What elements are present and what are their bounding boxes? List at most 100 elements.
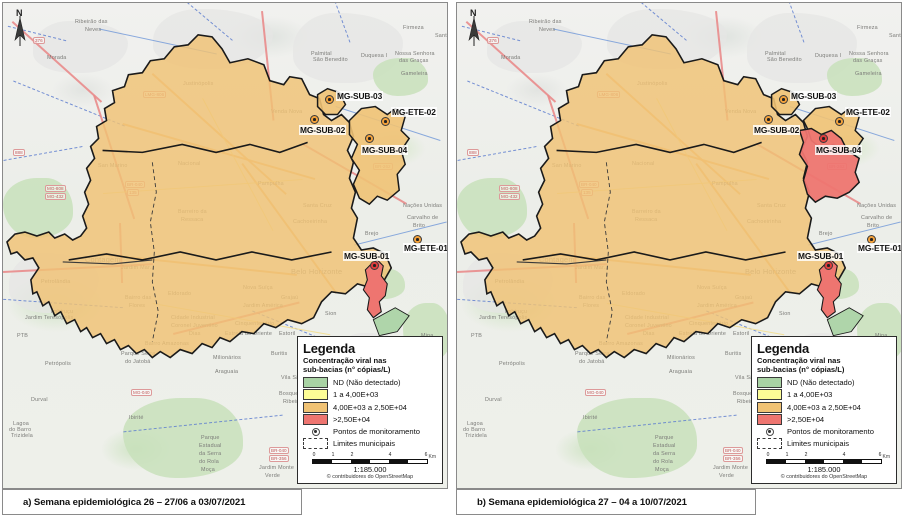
point-label-mg-ete-02: MG-ETE-02 [391,107,437,117]
basin-mg-sub-01-a [362,259,388,319]
north-label: N [16,8,23,18]
legend-swatch-mid [303,401,328,413]
panel-caption-b: b) Semana epidemiológica 27 – 04 a 10/07… [456,489,756,515]
point-label-mg-sub-01: MG-SUB-01 [343,251,391,261]
legend-a: Legenda Concentração viral nas sub-bacia… [297,335,443,484]
legend-swatch-low [303,389,328,400]
legend-title: Legenda [303,340,356,356]
scale-ratio: 1:185.000 [353,465,387,474]
monitoring-point-icon [303,427,328,436]
scale-tick-0: 0 [766,452,770,458]
basin-mg-sub-01-b [816,259,842,319]
basin-main-a [6,34,393,359]
monitoring-point-mg-sub-01[interactable] [824,261,833,270]
legend-class-high: >2,50E+04 [303,414,437,425]
legend-points: Pontos de monitoramento [303,427,437,436]
map-canvas-b[interactable]: Ribeirão das Neves Morada San Marino Jus… [456,2,902,489]
legend-class-high: >2,50E+04 [757,414,891,425]
scale-ratio: 1:185.000 [807,465,841,474]
legend-label-mid: 4,00E+03 a 2,50E+04 [333,402,407,412]
monitoring-point-mg-ete-02[interactable] [835,117,844,126]
legend-b: Legenda Concentração viral nas sub-bacia… [751,335,897,484]
point-label-mg-sub-02: MG-SUB-02 [299,125,347,135]
legend-swatch-nd [757,376,782,388]
monitoring-point-mg-ete-02[interactable] [381,117,390,126]
monitoring-point-mg-sub-02[interactable] [764,115,773,124]
scale-tick-2: 2 [350,452,354,458]
scale-unit: Km [428,454,437,460]
point-label-mg-sub-04: MG-SUB-04 [361,145,409,155]
legend-class-low: 1 a 4,00E+03 [757,389,891,400]
north-arrow-a: N [9,8,31,48]
legend-label-mid: 4,00E+03 a 2,50E+04 [787,402,861,412]
scale-tick-1: 1 [785,452,789,458]
legend-label-high: >2,50E+04 [333,415,371,424]
point-label-mg-sub-03: MG-SUB-03 [336,91,384,101]
monitoring-point-mg-sub-01[interactable] [370,261,379,270]
legend-class-low: 1 a 4,00E+03 [303,389,437,400]
legend-swatch-mid [757,401,782,413]
map-attribution: © contribuidores do OpenStreetMap [780,474,868,480]
map-panel-a: Ribeirão das Neves Morada San Marino Jus… [0,0,450,517]
basin-nd-strip-b [826,307,864,337]
point-label-mg-sub-03: MG-SUB-03 [790,91,838,101]
scale-tick-4: 4 [388,452,392,458]
north-arrow-b: N [463,8,485,48]
point-label-mg-ete-02: MG-ETE-02 [845,107,891,117]
legend-points: Pontos de monitoramento [757,427,891,436]
legend-label-municipal: Limites municipais [333,439,396,448]
legend-label-low: 1 a 4,00E+03 [333,390,379,399]
legend-class-nd: ND (Não detectado) [757,376,891,388]
legend-class-nd: ND (Não detectado) [303,376,437,388]
point-label-mg-sub-04: MG-SUB-04 [815,145,863,155]
legend-subtitle-line2: sub-bacias (n° cópias/L) [757,364,845,374]
scale-tick-1: 1 [331,452,335,458]
legend-subtitle-line1: Concentração viral nas [757,355,841,365]
legend-label-high: >2,50E+04 [787,415,825,424]
map-panel-b: Ribeirão das Neves Morada San Marino Jus… [454,0,904,517]
scale-bar-a: 0 1 2 4 6 Km 1:185.000 © contribuidores … [303,452,437,480]
monitoring-point-icon [757,427,782,436]
legend-title: Legenda [757,340,810,356]
scale-tick-4: 4 [842,452,846,458]
map-attribution: © contribuidores do OpenStreetMap [326,474,414,480]
legend-class-mid: 4,00E+03 a 2,50E+04 [757,401,891,413]
point-label-mg-sub-01: MG-SUB-01 [797,251,845,261]
monitoring-point-mg-sub-02[interactable] [310,115,319,124]
legend-municipal: Limites municipais [757,438,891,449]
legend-class-mid: 4,00E+03 a 2,50E+04 [303,401,437,413]
basin-main-b [460,34,847,359]
point-label-mg-ete-01: MG-ETE-01 [403,243,448,253]
scale-bar-b: 0 1 2 4 6 Km 1:185.000 © contribuidores … [757,452,891,480]
panel-caption-a: a) Semana epidemiológica 26 – 27/06 a 03… [2,489,302,515]
sub-basin-polygons-a [3,3,447,488]
legend-subtitle-line2: sub-bacias (n° cópias/L) [303,364,391,374]
basin-nd-strip-a [372,307,410,337]
scale-tick-6: 6 [878,452,882,458]
monitoring-point-mg-sub-03[interactable] [779,95,788,104]
point-label-mg-sub-02: MG-SUB-02 [753,125,801,135]
legend-municipal: Limites municipais [303,438,437,449]
map-canvas-a[interactable]: Ribeirão das Neves Morada San Marino Jus… [2,2,448,489]
legend-label-municipal: Limites municipais [787,439,850,448]
north-label: N [470,8,477,18]
monitoring-point-mg-sub-04[interactable] [819,134,828,143]
legend-swatch-nd [303,376,328,388]
legend-label-points: Pontos de monitoramento [787,427,874,436]
scale-tick-0: 0 [312,452,316,458]
legend-label-nd: ND (Não detectado) [333,377,401,387]
municipal-boundary-icon [303,438,328,449]
municipal-boundary-icon [757,438,782,449]
legend-swatch-high [303,414,328,425]
monitoring-point-mg-sub-03[interactable] [325,95,334,104]
scale-tick-6: 6 [424,452,428,458]
legend-label-low: 1 a 4,00E+03 [787,390,833,399]
point-label-mg-ete-01: MG-ETE-01 [857,243,902,253]
monitoring-point-mg-sub-04[interactable] [365,134,374,143]
basin-mg-sub-04-a [348,105,411,206]
legend-subtitle-line1: Concentração viral nas [303,355,387,365]
legend-swatch-low [757,389,782,400]
scale-tick-2: 2 [804,452,808,458]
scale-unit: Km [882,454,891,460]
